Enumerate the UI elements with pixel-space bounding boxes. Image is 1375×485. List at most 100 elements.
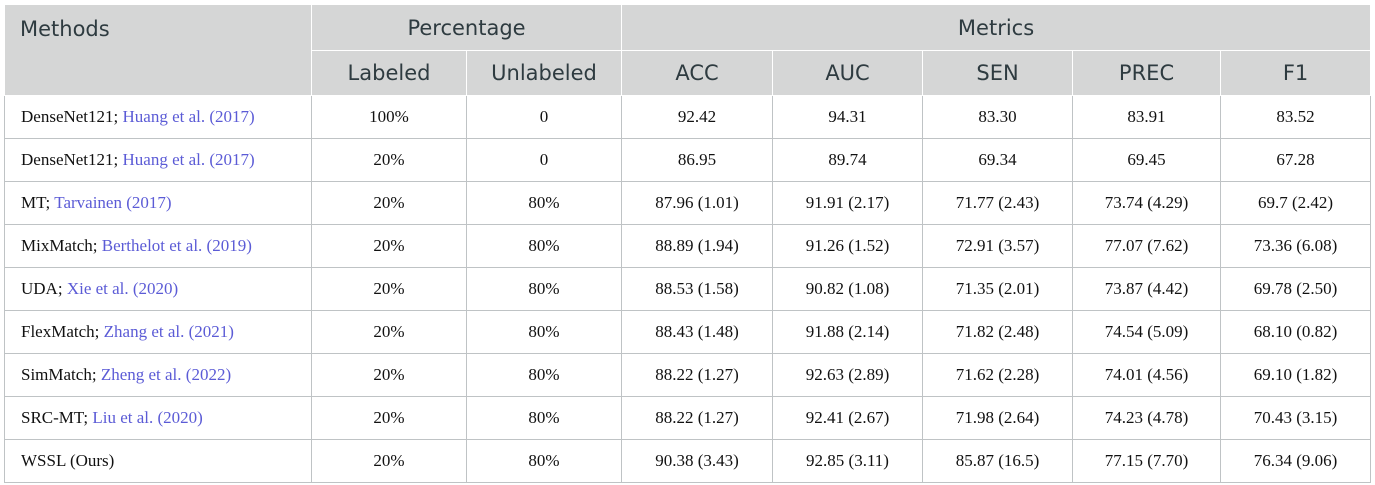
header-prec: PREC bbox=[1072, 50, 1222, 96]
unlabeled-cell: 80% bbox=[465, 353, 623, 397]
table-row: MT; Tarvainen (2017) 20% 80% 87.96 (1.01) 91… bbox=[4, 181, 1372, 225]
table-row: SRC-MT; Liu et al. (2020) 20% 80% 88.22 (1.… bbox=[4, 396, 1372, 440]
citation-link[interactable]: Huang et al. (2017) bbox=[122, 107, 255, 126]
auc-cell: 91.26 (1.52) bbox=[772, 224, 924, 268]
acc-cell: 87.96 (1.01) bbox=[621, 181, 774, 225]
method-cell: WSSL (Ours) bbox=[4, 439, 312, 483]
labeled-cell: 100% bbox=[311, 95, 467, 139]
table-row: DenseNet121; Huang et al. (2017) 100% 0 92.… bbox=[4, 95, 1372, 139]
method-cell: SRC-MT; Liu et al. (2020) bbox=[4, 396, 312, 440]
labeled-cell: 20% bbox=[311, 310, 467, 354]
sen-cell: 71.98 (2.64) bbox=[922, 396, 1074, 440]
prec-cell: 74.01 (4.56) bbox=[1072, 353, 1222, 397]
acc-cell: 86.95 bbox=[621, 138, 774, 182]
header-unlabeled: Unlabeled bbox=[465, 50, 623, 96]
table-row: MixMatch; Berthelot et al. (2019) 20% 80% 8… bbox=[4, 224, 1372, 268]
table-row: WSSL (Ours) 20% 80% 90.38 (3.43) 92.85 (3.11… bbox=[4, 439, 1372, 483]
header-f1: F1 bbox=[1220, 50, 1372, 96]
sen-cell: 71.77 (2.43) bbox=[922, 181, 1074, 225]
f1-cell: 69.78 (2.50) bbox=[1220, 267, 1372, 311]
f1-cell: 70.43 (3.15) bbox=[1220, 396, 1372, 440]
f1-cell: 69.10 (1.82) bbox=[1220, 353, 1372, 397]
method-cell: DenseNet121; Huang et al. (2017) bbox=[4, 95, 312, 139]
sen-cell: 71.82 (2.48) bbox=[922, 310, 1074, 354]
prec-cell: 73.87 (4.42) bbox=[1072, 267, 1222, 311]
acc-cell: 92.42 bbox=[621, 95, 774, 139]
prec-cell: 77.15 (7.70) bbox=[1072, 439, 1222, 483]
prec-cell: 83.91 bbox=[1072, 95, 1222, 139]
auc-cell: 91.91 (2.17) bbox=[772, 181, 924, 225]
sen-cell: 69.34 bbox=[922, 138, 1074, 182]
citation-link[interactable]: Zheng et al. (2022) bbox=[100, 365, 232, 384]
unlabeled-cell: 80% bbox=[465, 224, 623, 268]
prec-cell: 69.45 bbox=[1072, 138, 1222, 182]
header-metrics: Metrics bbox=[621, 4, 1372, 51]
f1-cell: 67.28 bbox=[1220, 138, 1372, 182]
unlabeled-cell: 80% bbox=[465, 396, 623, 440]
auc-cell: 90.82 (1.08) bbox=[772, 267, 924, 311]
citation-link[interactable]: Liu et al. (2020) bbox=[92, 408, 203, 427]
method-name: WSSL (Ours) bbox=[21, 451, 115, 470]
labeled-cell: 20% bbox=[311, 224, 467, 268]
sen-cell: 83.30 bbox=[922, 95, 1074, 139]
unlabeled-cell: 80% bbox=[465, 310, 623, 354]
method-name: DenseNet121; bbox=[21, 150, 119, 169]
table-header: Methods Percentage Metrics Labeled Unlab… bbox=[4, 4, 1372, 96]
table-body: DenseNet121; Huang et al. (2017) 100% 0 92.… bbox=[4, 95, 1372, 483]
method-cell: SimMatch; Zheng et al. (2022) bbox=[4, 353, 312, 397]
prec-cell: 74.23 (4.78) bbox=[1072, 396, 1222, 440]
f1-cell: 73.36 (6.08) bbox=[1220, 224, 1372, 268]
header-methods: Methods bbox=[4, 4, 312, 96]
labeled-cell: 20% bbox=[311, 267, 467, 311]
header-acc: ACC bbox=[621, 50, 774, 96]
citation-link[interactable]: Xie et al. (2020) bbox=[66, 279, 179, 298]
acc-cell: 88.22 (1.27) bbox=[621, 396, 774, 440]
sen-cell: 71.62 (2.28) bbox=[922, 353, 1074, 397]
labeled-cell: 20% bbox=[311, 181, 467, 225]
citation-link[interactable]: Berthelot et al. (2019) bbox=[101, 236, 252, 255]
method-name: UDA; bbox=[21, 279, 63, 298]
results-table-container: Methods Percentage Metrics Labeled Unlab… bbox=[4, 4, 1372, 483]
method-name: FlexMatch; bbox=[21, 322, 100, 341]
results-table: Methods Percentage Metrics Labeled Unlab… bbox=[4, 4, 1372, 483]
labeled-cell: 20% bbox=[311, 396, 467, 440]
unlabeled-cell: 0 bbox=[465, 138, 623, 182]
citation-link[interactable]: Huang et al. (2017) bbox=[122, 150, 255, 169]
sen-cell: 71.35 (2.01) bbox=[922, 267, 1074, 311]
auc-cell: 92.41 (2.67) bbox=[772, 396, 924, 440]
header-sen: SEN bbox=[922, 50, 1074, 96]
unlabeled-cell: 80% bbox=[465, 181, 623, 225]
labeled-cell: 20% bbox=[311, 138, 467, 182]
method-name: SRC-MT; bbox=[21, 408, 89, 427]
prec-cell: 77.07 (7.62) bbox=[1072, 224, 1222, 268]
citation-link[interactable]: Zhang et al. (2021) bbox=[103, 322, 234, 341]
prec-cell: 74.54 (5.09) bbox=[1072, 310, 1222, 354]
method-cell: MixMatch; Berthelot et al. (2019) bbox=[4, 224, 312, 268]
sen-cell: 85.87 (16.5) bbox=[922, 439, 1074, 483]
unlabeled-cell: 80% bbox=[465, 267, 623, 311]
sen-cell: 72.91 (3.57) bbox=[922, 224, 1074, 268]
f1-cell: 69.7 (2.42) bbox=[1220, 181, 1372, 225]
labeled-cell: 20% bbox=[311, 353, 467, 397]
acc-cell: 88.89 (1.94) bbox=[621, 224, 774, 268]
method-name: SimMatch; bbox=[21, 365, 97, 384]
unlabeled-cell: 80% bbox=[465, 439, 623, 483]
method-name: MT; bbox=[21, 193, 51, 212]
method-name: DenseNet121; bbox=[21, 107, 119, 126]
table-row: UDA; Xie et al. (2020) 20% 80% 88.53 (1.58)… bbox=[4, 267, 1372, 311]
auc-cell: 92.63 (2.89) bbox=[772, 353, 924, 397]
acc-cell: 88.22 (1.27) bbox=[621, 353, 774, 397]
acc-cell: 88.43 (1.48) bbox=[621, 310, 774, 354]
citation-link[interactable]: Tarvainen (2017) bbox=[54, 193, 172, 212]
acc-cell: 90.38 (3.43) bbox=[621, 439, 774, 483]
prec-cell: 73.74 (4.29) bbox=[1072, 181, 1222, 225]
method-cell: DenseNet121; Huang et al. (2017) bbox=[4, 138, 312, 182]
header-percentage: Percentage bbox=[310, 4, 623, 51]
method-cell: FlexMatch; Zhang et al. (2021) bbox=[4, 310, 312, 354]
method-cell: MT; Tarvainen (2017) bbox=[4, 181, 312, 225]
header-labeled: Labeled bbox=[311, 50, 467, 96]
table-row: FlexMatch; Zhang et al. (2021) 20% 80% 88.4… bbox=[4, 310, 1372, 354]
auc-cell: 91.88 (2.14) bbox=[772, 310, 924, 354]
acc-cell: 88.53 (1.58) bbox=[621, 267, 774, 311]
f1-cell: 83.52 bbox=[1220, 95, 1372, 139]
